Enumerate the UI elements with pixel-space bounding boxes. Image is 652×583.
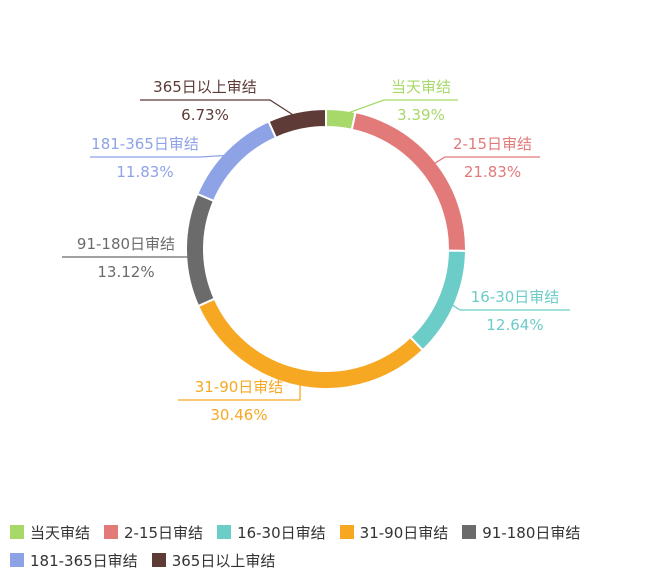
slice-value-3: 30.46% bbox=[210, 406, 267, 424]
slice-label-2: 16-30日审结 bbox=[471, 288, 560, 306]
leader-line-0 bbox=[340, 99, 458, 117]
legend-swatch-4 bbox=[462, 525, 477, 539]
legend-item-6: 365日以上审结 bbox=[151, 550, 276, 571]
legend-label-1: 2-15日审结 bbox=[124, 523, 204, 542]
legend-row-1: 当天审结 2-15日审结 16-30日审结 31-90日审结 91-180日审结 bbox=[10, 518, 650, 546]
slice-value-4: 13.12% bbox=[97, 263, 154, 281]
donut-slice-1 bbox=[350, 110, 467, 252]
legend-item-3: 31-90日审结 bbox=[339, 522, 449, 543]
leader-line-1 bbox=[430, 156, 540, 167]
slice-value-2: 12.64% bbox=[486, 316, 543, 334]
slice-label-4: 91-180日审结 bbox=[77, 235, 175, 253]
legend-label-0: 当天审结 bbox=[30, 523, 91, 542]
slice-label-6: 365日以上审结 bbox=[153, 78, 257, 96]
donut-slice-4 bbox=[185, 192, 216, 308]
legend-label-6: 365日以上审结 bbox=[171, 551, 276, 570]
legend-swatch-6 bbox=[151, 553, 166, 567]
donut-slice-2 bbox=[408, 249, 468, 352]
legend-swatch-5 bbox=[10, 553, 24, 567]
leader-line-5 bbox=[90, 154, 231, 158]
slice-value-6: 6.73% bbox=[181, 106, 229, 124]
slice-value-0: 3.39% bbox=[397, 106, 445, 124]
legend-label-2: 16-30日审结 bbox=[237, 523, 326, 542]
legend-item-1: 2-15日审结 bbox=[104, 522, 203, 543]
legend: 当天审结 2-15日审结 16-30日审结 31-90日审结 91-180日审结 bbox=[10, 518, 650, 574]
legend-label-4: 91-180日审结 bbox=[482, 523, 581, 542]
slice-label-0: 当天审结 bbox=[391, 78, 451, 96]
legend-swatch-1 bbox=[104, 525, 119, 539]
donut-slice-5 bbox=[195, 120, 278, 203]
leader-line-3 bbox=[178, 380, 301, 401]
legend-label-5: 181-365日审结 bbox=[30, 551, 138, 570]
leader-line-4 bbox=[62, 249, 193, 258]
slice-label-1: 2-15日审结 bbox=[453, 135, 532, 153]
donut-slice-6 bbox=[267, 107, 327, 140]
legend-row-2: 181-365日审结 365日以上审结 bbox=[10, 546, 650, 574]
legend-swatch-3 bbox=[339, 525, 354, 539]
slice-label-5: 181-365日审结 bbox=[91, 135, 199, 153]
leader-line-6 bbox=[140, 99, 299, 119]
donut-slice-3 bbox=[196, 297, 425, 390]
legend-item-5: 181-365日审结 bbox=[10, 550, 138, 571]
slice-value-5: 11.83% bbox=[116, 163, 173, 181]
legend-item-0: 当天审结 bbox=[10, 522, 90, 543]
leader-line-2 bbox=[448, 301, 570, 311]
legend-label-3: 31-90日审结 bbox=[359, 523, 449, 542]
legend-item-2: 16-30日审结 bbox=[217, 522, 326, 543]
slice-label-3: 31-90日审结 bbox=[195, 378, 284, 396]
legend-swatch-0 bbox=[10, 525, 24, 539]
slice-value-1: 21.83% bbox=[464, 163, 521, 181]
legend-item-4: 91-180日审结 bbox=[462, 522, 580, 543]
legend-swatch-2 bbox=[217, 525, 232, 539]
